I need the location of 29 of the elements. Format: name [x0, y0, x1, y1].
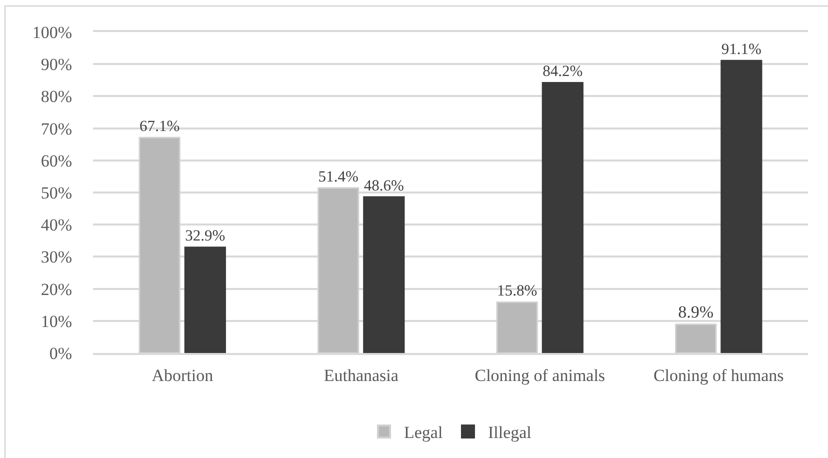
y-tick-label: 20% [40, 280, 72, 299]
data-label: 8.9% [678, 302, 714, 322]
y-tick-label: 0% [49, 344, 72, 363]
data-label: 48.6% [364, 177, 404, 194]
data-label: 51.4% [318, 168, 358, 186]
data-label: 67.1% [140, 118, 180, 135]
legend-label: Illegal [488, 423, 532, 442]
y-tick-label: 60% [40, 151, 72, 170]
y-tick-label: 90% [40, 55, 72, 74]
y-tick-label: 70% [40, 119, 72, 138]
data-label: 84.2% [542, 63, 583, 80]
data-label: 91.1% [721, 40, 762, 58]
y-tick-label: 40% [40, 216, 72, 235]
legend-label: Legal [404, 423, 443, 442]
bar [363, 196, 405, 353]
x-tick-label: Cloning of animals [474, 366, 606, 386]
data-label: 32.9% [185, 228, 226, 245]
y-tick-label: 100% [32, 22, 72, 42]
x-tick-label: Cloning of humans [653, 366, 784, 386]
y-tick-label: 50% [40, 183, 72, 202]
x-tick-label: Euthanasia [324, 366, 399, 386]
data-label: 15.8% [497, 282, 538, 300]
bar [184, 246, 226, 353]
y-tick-label: 10% [40, 312, 72, 331]
x-tick-label: Abortion [152, 366, 214, 386]
y-tick-label: 80% [40, 87, 72, 106]
bar [720, 60, 762, 353]
y-tick-label: 30% [40, 248, 72, 267]
bar [542, 82, 584, 353]
